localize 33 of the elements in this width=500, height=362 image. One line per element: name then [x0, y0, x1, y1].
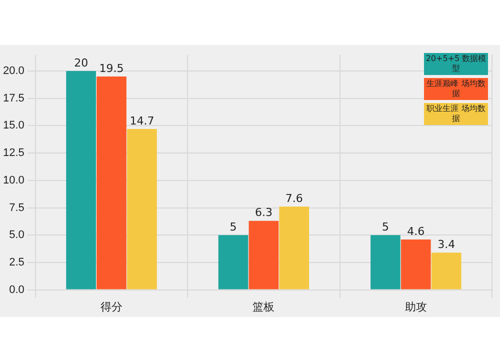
data-label: 5 [230, 220, 237, 234]
y-tick-label: 7.5 [9, 202, 24, 214]
y-tick-label: 17.5 [2, 92, 24, 104]
x-tick-label: 篮板 [252, 301, 275, 314]
y-tick-label: 5.0 [9, 229, 24, 242]
y-tick-label: 12.5 [2, 147, 24, 160]
y-tick-label: 10.0 [2, 174, 24, 186]
y-tick-label: 15.0 [2, 120, 24, 132]
data-label: 14.7 [130, 114, 154, 128]
text: 20+5+5 数据模型 [424, 53, 488, 75]
bar [431, 252, 462, 290]
y-tick-label: 2.5 [9, 256, 24, 268]
data-label: 7.6 [285, 192, 303, 206]
data-label: 3.4 [438, 238, 456, 251]
bar [218, 235, 248, 290]
data-label: 5 [382, 220, 389, 234]
bar [279, 206, 310, 290]
data-label: 20 [74, 56, 88, 70]
data-label: 19.5 [99, 62, 124, 75]
x-tick-label: 得分 [100, 301, 123, 314]
bar [400, 239, 431, 290]
bar [66, 71, 96, 290]
bar [96, 76, 126, 290]
y-tick-label: 20.0 [2, 65, 24, 78]
bar [370, 235, 400, 290]
data-label: 6.3 [254, 206, 272, 220]
x-tick-label: 助攻 [404, 300, 427, 314]
data-label: 4.6 [407, 224, 425, 238]
text: 生涯巅峰 场均数据 [424, 78, 488, 100]
text: 职业生涯 场均数据 [424, 103, 488, 125]
bar [127, 128, 157, 290]
bar [248, 220, 279, 290]
y-tick-label: 0.0 [9, 284, 24, 296]
